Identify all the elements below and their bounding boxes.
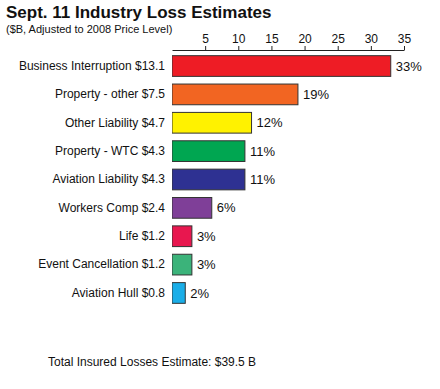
y-tick: Workers Comp $2.4 [59,201,172,215]
y-tick: Property - WTC $4.3 [55,144,172,158]
x-tick: 20 [298,32,312,50]
bar [172,226,192,247]
y-tick: Property - other $7.5 [55,87,172,101]
bar [172,56,391,77]
x-tick-label: 25 [332,32,346,46]
y-tick: Life $1.2 [119,229,172,243]
y-tick-label: Other Liability $4.7 [65,116,165,130]
y-axis: Business Interruption $13.1 Property - ot… [19,59,172,300]
x-axis-line [173,50,405,51]
x-tick-label: 20 [298,32,312,46]
x-tick: 15 [265,32,279,50]
data-label: 3% [197,257,216,272]
x-tick-mark [205,46,206,50]
y-tick-label: Business Interruption $13.1 [19,59,165,73]
x-tick: 25 [332,32,346,50]
data-label: 2% [190,286,209,301]
data-label: 33% [396,59,422,74]
x-tick: 5 [202,32,209,50]
bar [172,84,298,105]
data-label: 6% [217,200,236,215]
x-tick-mark [238,46,239,50]
y-tick-label: Property - other $7.5 [55,87,165,101]
data-labels: 33%19%12%11%11%6%3%3%2% [190,59,422,301]
subtitle: ($B, Adjusted to 2008 Price Level) [6,23,172,35]
y-tick-label: Aviation Hull $0.8 [72,286,165,300]
x-tick-label: 15 [265,32,279,46]
data-label: 19% [303,87,329,102]
y-tick: Aviation Hull $0.8 [72,286,172,300]
y-tick-label: Workers Comp $2.4 [59,201,166,215]
x-tick-mark [305,46,306,50]
data-label: 11% [250,172,275,187]
y-tick: Aviation Liability $4.3 [52,172,172,186]
x-tick: 30 [365,32,379,50]
y-tick-label: Life $1.2 [119,229,165,243]
x-tick: 10 [232,32,246,50]
bar [172,169,245,190]
bars [172,56,391,304]
x-tick-label: 30 [365,32,379,46]
bar [172,112,252,133]
x-tick-label: 35 [398,32,412,46]
bar [172,141,245,162]
x-tick-mark [404,46,405,50]
x-tick-mark [338,46,339,50]
annotation: Total Insured Losses Estimate: $39.5 B [48,355,256,369]
y-tick: Event Cancellation $1.2 [38,257,172,271]
y-tick-label: Aviation Liability $4.3 [52,172,165,186]
data-label: 3% [197,229,216,244]
data-label: 12% [257,115,283,130]
bar [172,254,192,275]
plot: 5 10 15 20 25 30 35 Business Interruption $13.1… [19,32,422,303]
x-axis: 5 10 15 20 25 30 35 [173,32,412,51]
data-label: 11% [250,144,275,159]
x-tick: 35 [398,32,412,50]
x-tick-label: 10 [232,32,246,46]
x-tick-mark [271,46,272,50]
y-tick: Other Liability $4.7 [65,116,172,130]
chart: Sept. 11 Industry Loss Estimates($B, Adj… [0,0,440,389]
x-tick-label: 5 [202,32,209,46]
title: Sept. 11 Industry Loss Estimates [6,3,271,22]
y-tick-label: Property - WTC $4.3 [55,144,165,158]
y-tick: Business Interruption $13.1 [19,59,172,73]
bar [172,198,212,219]
bar [172,283,185,304]
y-tick-label: Event Cancellation $1.2 [38,257,165,271]
x-tick-mark [371,46,372,50]
